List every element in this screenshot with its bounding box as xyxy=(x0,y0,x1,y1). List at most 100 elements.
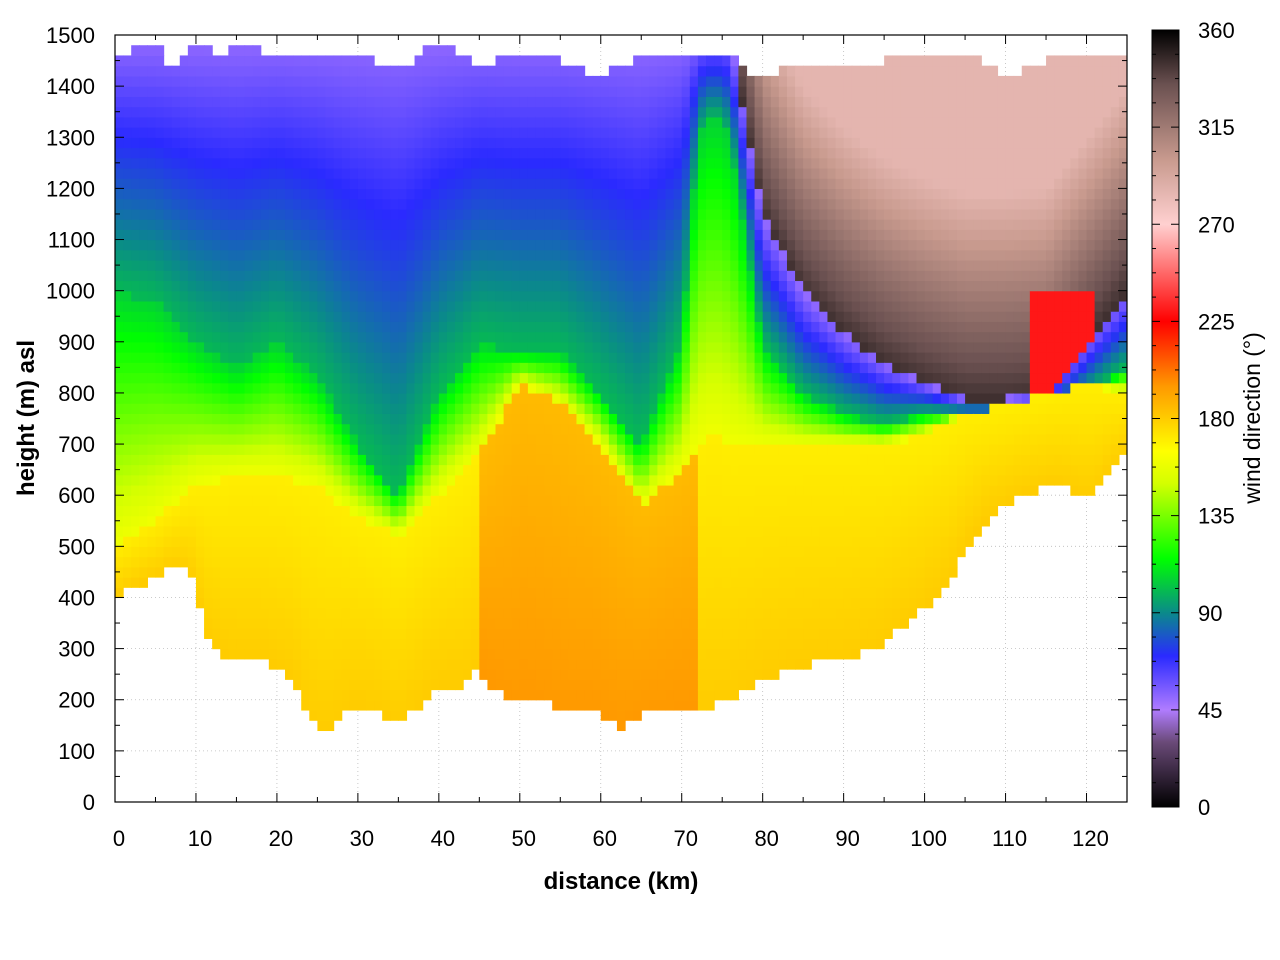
field-cell xyxy=(115,392,124,404)
field-cell xyxy=(204,556,213,568)
field-cell xyxy=(236,290,246,302)
field-cell xyxy=(357,208,367,220)
field-cell xyxy=(341,208,351,220)
field-cell xyxy=(519,239,529,251)
field-cell xyxy=(673,239,683,251)
field-cell xyxy=(398,382,408,394)
field-cell xyxy=(608,341,618,353)
field-cell xyxy=(317,648,327,660)
field-cell xyxy=(285,597,294,609)
field-cell xyxy=(730,556,739,568)
field-cell xyxy=(252,444,262,455)
field-cell xyxy=(325,290,335,302)
field-cell xyxy=(706,270,715,282)
field-cell xyxy=(422,515,432,527)
field-cell xyxy=(390,147,399,159)
field-cell xyxy=(681,249,691,261)
field-cell xyxy=(455,290,464,302)
field-cell xyxy=(706,525,715,537)
field-cell xyxy=(236,147,246,159)
field-cell xyxy=(220,229,229,241)
field-cell xyxy=(519,577,529,588)
field-cell xyxy=(625,566,634,578)
field-cell xyxy=(625,525,634,537)
field-cell xyxy=(665,597,675,609)
field-cell xyxy=(204,188,213,200)
field-cell xyxy=(438,536,448,547)
field-cell xyxy=(285,167,294,179)
field-cell xyxy=(633,229,642,241)
field-cell xyxy=(236,45,246,57)
field-cell xyxy=(673,157,683,169)
field-cell xyxy=(438,403,448,414)
field-cell xyxy=(722,147,731,159)
field-cell xyxy=(584,403,594,414)
field-cell xyxy=(220,137,229,149)
field-cell xyxy=(438,219,448,230)
field-cell xyxy=(762,249,772,261)
field-cell xyxy=(446,638,456,650)
field-cell xyxy=(633,280,642,292)
field-cell xyxy=(131,106,140,118)
field-cell xyxy=(754,658,764,670)
field-cell xyxy=(147,362,157,374)
field-cell xyxy=(770,648,780,660)
field-cell xyxy=(155,525,165,537)
field-cell xyxy=(657,699,667,711)
field-cell xyxy=(179,484,189,496)
field-cell xyxy=(714,249,723,261)
field-cell xyxy=(487,116,497,128)
field-cell xyxy=(260,617,270,629)
field-cell xyxy=(665,444,675,455)
field-cell xyxy=(714,658,723,670)
field-cell xyxy=(576,444,586,455)
field-cell xyxy=(212,638,221,650)
field-cell xyxy=(608,311,618,322)
field-cell xyxy=(455,474,464,486)
field-cell xyxy=(187,444,197,455)
field-cell xyxy=(195,188,205,200)
field-cell xyxy=(479,392,489,404)
field-cell xyxy=(179,341,189,353)
field-cell xyxy=(471,208,480,220)
field-cell xyxy=(187,311,197,322)
field-cell xyxy=(463,444,472,455)
field-cell xyxy=(357,147,367,159)
field-cell xyxy=(568,566,578,578)
field-cell xyxy=(276,300,286,312)
field-cell xyxy=(382,127,391,138)
field-cell xyxy=(722,433,731,445)
field-cell xyxy=(730,536,739,547)
field-cell xyxy=(349,362,359,374)
field-cell xyxy=(544,127,553,138)
field-cell xyxy=(171,65,181,77)
field-cell xyxy=(552,433,561,445)
field-cell xyxy=(503,127,513,138)
field-cell xyxy=(325,638,335,650)
field-cell xyxy=(463,484,472,496)
field-cell xyxy=(649,546,659,558)
field-cell xyxy=(673,505,683,517)
field-cell xyxy=(179,270,189,282)
field-cell xyxy=(487,587,497,599)
field-cell xyxy=(584,464,594,476)
field-cell xyxy=(139,495,148,507)
field-cell xyxy=(309,587,318,599)
field-cell xyxy=(382,587,391,599)
field-cell xyxy=(115,178,124,189)
field-cell xyxy=(471,147,480,159)
field-cell xyxy=(592,198,602,210)
field-cell xyxy=(552,157,561,169)
field-cell xyxy=(738,495,748,507)
field-cell xyxy=(519,536,529,547)
field-cell xyxy=(268,403,278,414)
field-cell xyxy=(576,341,586,353)
field-cell xyxy=(681,464,691,476)
field-cell xyxy=(544,628,553,639)
field-cell xyxy=(349,505,359,517)
field-cell xyxy=(471,423,480,435)
field-cell xyxy=(608,515,618,527)
field-cell xyxy=(673,55,683,67)
field-cell xyxy=(527,55,537,67)
field-cell xyxy=(487,178,497,189)
